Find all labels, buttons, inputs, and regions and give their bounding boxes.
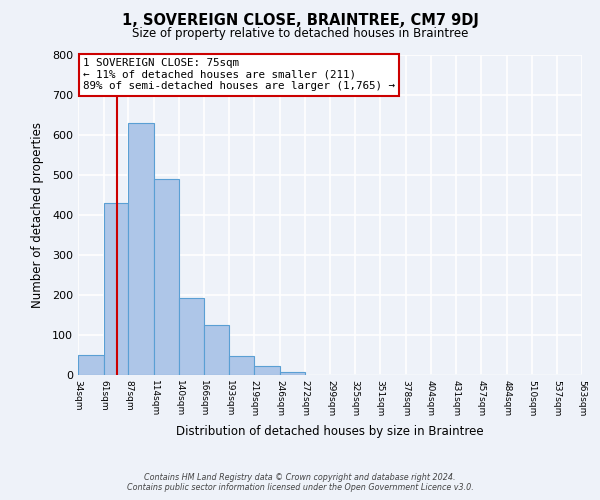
Bar: [78, 355, 104, 375]
Bar: [229, 356, 254, 375]
Text: 1 SOVEREIGN CLOSE: 75sqm
← 11% of detached houses are smaller (211)
89% of semi-: 1 SOVEREIGN CLOSE: 75sqm ← 11% of detach…: [83, 58, 395, 92]
Text: Contains HM Land Registry data © Crown copyright and database right 2024.
Contai: Contains HM Land Registry data © Crown c…: [127, 473, 473, 492]
Bar: [179, 298, 204, 375]
Bar: [128, 123, 154, 375]
Bar: [280, 372, 305, 375]
Bar: [154, 179, 179, 375]
Text: 1, SOVEREIGN CLOSE, BRAINTREE, CM7 9DJ: 1, SOVEREIGN CLOSE, BRAINTREE, CM7 9DJ: [122, 12, 478, 28]
Y-axis label: Number of detached properties: Number of detached properties: [31, 122, 44, 308]
Bar: [204, 325, 229, 375]
Bar: [104, 203, 128, 375]
Bar: [254, 366, 280, 375]
X-axis label: Distribution of detached houses by size in Braintree: Distribution of detached houses by size …: [176, 424, 484, 438]
Text: Size of property relative to detached houses in Braintree: Size of property relative to detached ho…: [132, 28, 468, 40]
